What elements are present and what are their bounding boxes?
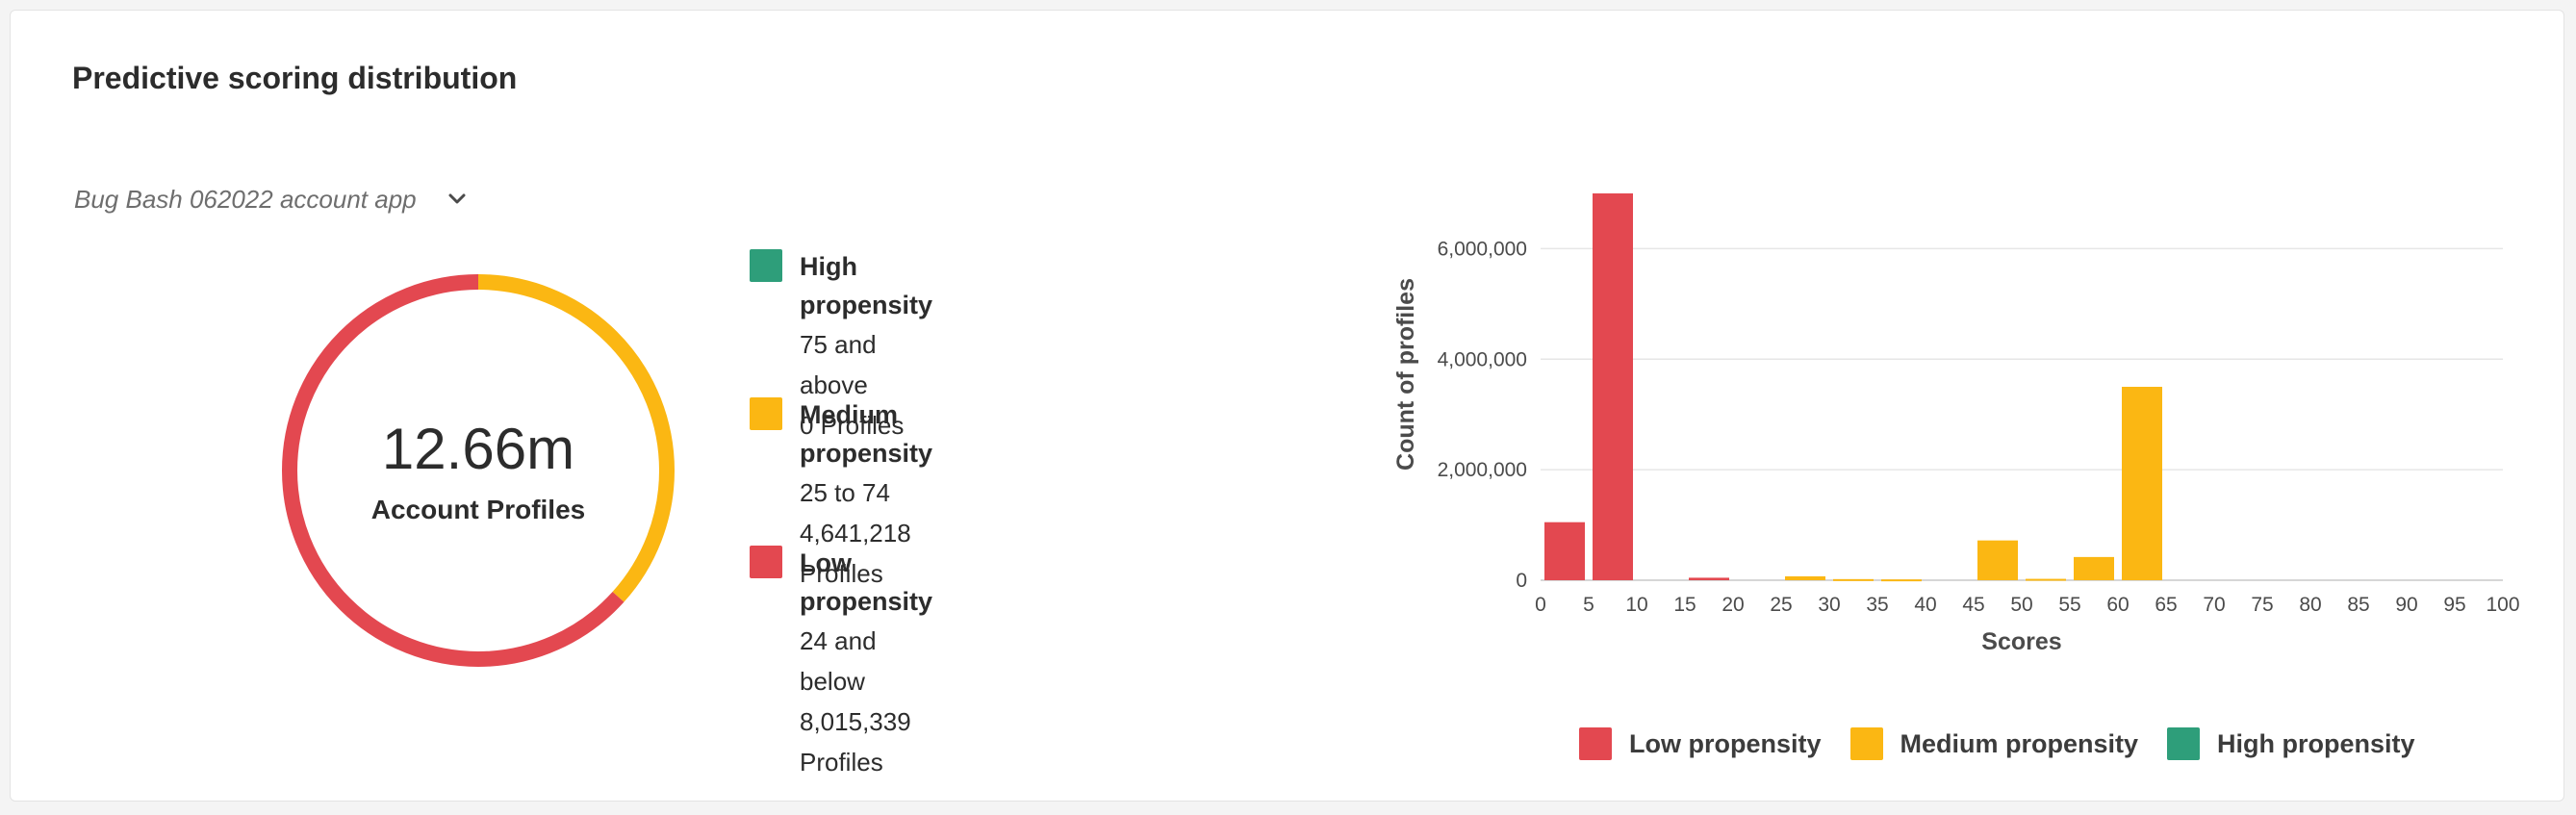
legend-range: 24 and below — [800, 626, 877, 696]
x-tick-label: 80 — [2299, 594, 2321, 616]
score-histogram: 0 5 10 15 20 25 30 35 40 45 50 55 60 65 70 75 80 85 90 95 10… — [1392, 193, 2520, 655]
x-tick-label: 10 — [1625, 594, 1647, 616]
x-tick-label: 75 — [2251, 594, 2273, 616]
histogram-legend-medium: Medium propensity — [1849, 727, 2139, 760]
x-tick-label: 70 — [2203, 594, 2225, 616]
legend-range: 75 and above — [800, 330, 877, 399]
high-propensity-swatch — [2167, 727, 2201, 760]
app-selector-dropdown[interactable]: Bug Bash 062022 account app — [74, 180, 471, 218]
chevron-down-icon[interactable] — [444, 186, 471, 213]
x-tick-label: 35 — [1866, 594, 1888, 616]
x-tick-label: 30 — [1818, 594, 1840, 616]
x-tick-label: 95 — [2443, 594, 2465, 616]
low-propensity-swatch — [750, 546, 782, 578]
x-tick-label: 100 — [2486, 594, 2519, 616]
histogram-bar-low-propensity — [1593, 193, 1633, 580]
histogram-legend: Low propensity Medium propensity High pr… — [1579, 727, 2444, 760]
y-tick-label: 2,000,000 — [1438, 459, 1527, 481]
x-tick-label: 65 — [2155, 594, 2177, 616]
x-tick-label: 60 — [2106, 594, 2129, 616]
legend-name: Low propensity — [800, 548, 933, 616]
y-tick-label: 6,000,000 — [1438, 238, 1527, 260]
low-propensity-swatch — [1579, 727, 1612, 760]
x-tick-label: 45 — [1962, 594, 1984, 616]
histogram-bar-medium-propensity — [1977, 540, 2018, 580]
donut-segment-low-propensity — [282, 274, 675, 667]
donut-total: 12.66m — [382, 417, 574, 481]
histogram-bar-medium-propensity — [1785, 575, 1825, 580]
histogram-bar-low-propensity — [1544, 522, 1585, 580]
histogram-bar-medium-propensity — [2026, 578, 2066, 581]
x-tick-label: 0 — [1535, 594, 1546, 616]
y-tick-label: 0 — [1516, 570, 1527, 592]
scoring-distribution-card: Predictive scoring distribution Bug Bash… — [10, 10, 2564, 802]
x-tick-label: 50 — [2010, 594, 2032, 616]
histogram-bar-medium-propensity — [2074, 556, 2114, 580]
medium-propensity-swatch — [1849, 727, 1883, 760]
x-tick-label: 55 — [2058, 594, 2080, 616]
card-title: Predictive scoring distribution — [72, 61, 518, 95]
legend-label: Low propensity — [1629, 728, 1822, 758]
histogram-legend-low: Low propensity — [1579, 727, 1822, 760]
y-axis-title: Count of profiles — [1392, 278, 1419, 471]
y-tick-label: 4,000,000 — [1438, 348, 1527, 370]
x-tick-label: 85 — [2347, 594, 2369, 616]
legend-range: 25 to 74 — [800, 478, 890, 507]
medium-propensity-swatch — [750, 397, 782, 430]
donut-caption: Account Profiles — [371, 495, 585, 524]
app-selector-value: Bug Bash 062022 account app — [74, 184, 417, 214]
x-tick-label: 40 — [1914, 594, 1936, 616]
x-tick-label: 90 — [2395, 594, 2417, 616]
histogram-legend-high: High propensity — [2167, 727, 2415, 760]
propensity-donut-chart: 12.66m Account Profiles — [282, 274, 675, 667]
x-tick-label: 25 — [1770, 594, 1792, 616]
x-axis-title: Scores — [1981, 628, 2061, 655]
x-tick-label: 20 — [1722, 594, 1744, 616]
legend-name: High propensity — [800, 252, 933, 319]
legend-count: 8,015,339 Profiles — [800, 707, 911, 777]
legend-label: Medium propensity — [1900, 728, 2139, 758]
histogram-bar-medium-propensity — [1833, 578, 1874, 581]
histogram-bar-medium-propensity — [2122, 387, 2162, 580]
high-propensity-swatch — [750, 249, 782, 282]
legend-label: High propensity — [2217, 728, 2415, 758]
x-tick-label: 15 — [1673, 594, 1696, 616]
histogram-bar-medium-propensity — [1881, 579, 1922, 582]
legend-count: 4,641,218 Profiles — [800, 519, 911, 588]
legend-name: Medium propensity — [800, 400, 933, 468]
x-tick-label: 5 — [1583, 594, 1594, 616]
legend-count: 0 Profiles — [800, 411, 905, 440]
histogram-bar-low-propensity — [1689, 577, 1729, 580]
